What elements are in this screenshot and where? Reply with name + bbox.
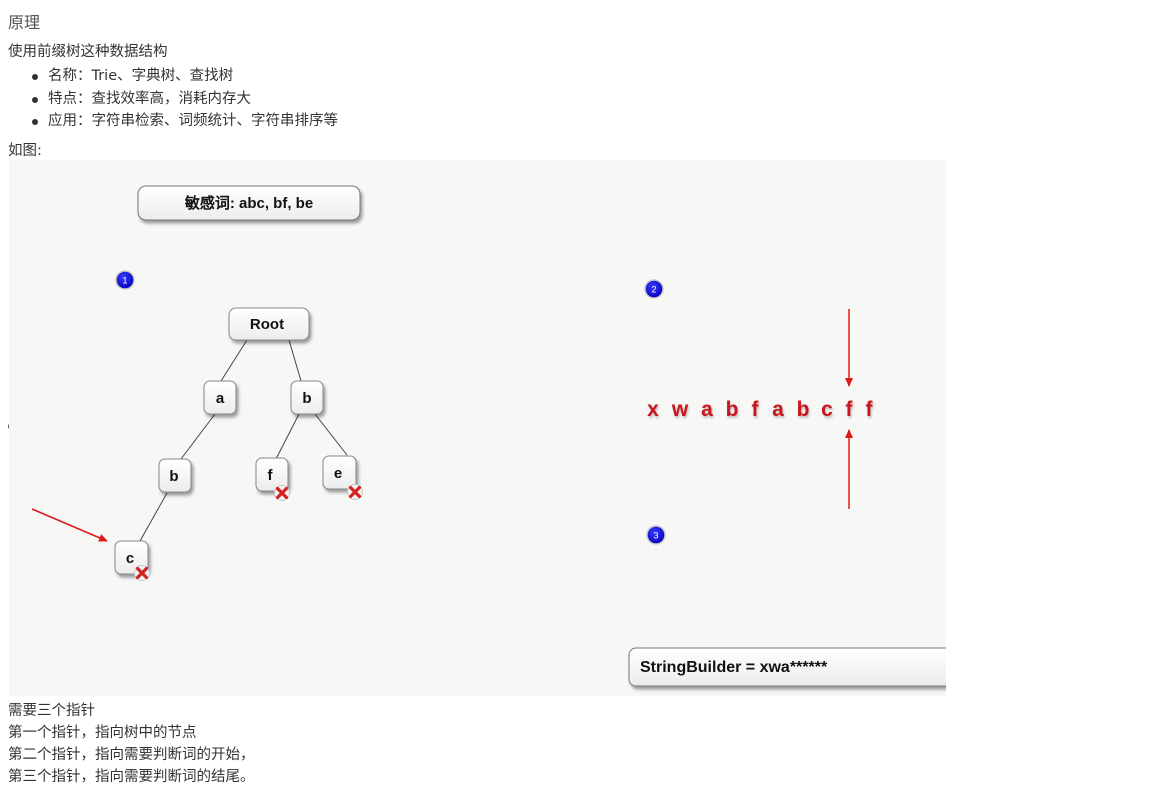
figure-background bbox=[9, 160, 946, 696]
end-mark-icon bbox=[132, 563, 152, 583]
marker-2-label: 2 bbox=[651, 285, 656, 295]
sequence-char: b bbox=[797, 398, 810, 421]
list-item: 名称：Trie、字典树、查找树 bbox=[8, 65, 338, 88]
marker-1: 1 bbox=[115, 270, 135, 290]
end-mark-icon bbox=[272, 483, 292, 503]
marker-2: 2 bbox=[644, 279, 664, 299]
node-a-label: a bbox=[216, 390, 225, 407]
note-line: 第一个指针，指向树中的节点 bbox=[8, 725, 197, 741]
note-line: 第二个指针，指向需要判断词的开始， bbox=[8, 747, 255, 763]
node-b-level1: b bbox=[290, 380, 324, 415]
end-mark-icon bbox=[345, 482, 365, 502]
intro-text: 使用前缀树这种数据结构 bbox=[8, 44, 168, 60]
sequence-char: b bbox=[726, 398, 739, 421]
list-item: 特点：查找效率高，消耗内存大 bbox=[8, 88, 338, 111]
stringbuilder-label: StringBuilder = xwa****** bbox=[640, 659, 828, 676]
sequence-char: f bbox=[866, 398, 874, 421]
node-b-level2: b bbox=[158, 458, 192, 493]
node-b-label: b bbox=[302, 390, 311, 407]
figure-caption: 如图: bbox=[8, 143, 42, 159]
input-sequence: x w a b f a b c f f bbox=[647, 398, 873, 421]
trie-figure: 敏感词: abc, bf, be Root a b b f e c bbox=[9, 160, 970, 696]
node-root-label: Root bbox=[250, 316, 284, 333]
sequence-char: c bbox=[821, 398, 833, 421]
tree-edges bbox=[139, 339, 348, 542]
node-f: f bbox=[255, 457, 292, 503]
node-e: e bbox=[322, 455, 365, 502]
bullet-list: 名称：Trie、字典树、查找树 特点：查找效率高，消耗内存大 应用：字符串检索、… bbox=[8, 65, 338, 133]
stringbuilder-box: StringBuilder = xwa****** bbox=[628, 647, 970, 687]
note-line: 需要三个指针 bbox=[8, 703, 95, 719]
marker-1-label: 1 bbox=[122, 276, 127, 286]
section-heading: 原理 bbox=[8, 13, 41, 32]
trie-diagram: 敏感词: abc, bf, be Root a b b f e c bbox=[9, 160, 970, 696]
node-b-label: b bbox=[169, 468, 178, 485]
pointer-arrow bbox=[31, 508, 108, 542]
list-item: 应用：字符串检索、词频统计、字符串排序等 bbox=[8, 110, 338, 133]
marker-3-label: 3 bbox=[653, 531, 658, 541]
sequence-char: f bbox=[846, 398, 854, 421]
node-c: c bbox=[114, 540, 152, 583]
sequence-char: a bbox=[772, 398, 784, 421]
sensitive-words-box: 敏感词: abc, bf, be bbox=[137, 185, 361, 221]
marker-3: 3 bbox=[646, 525, 666, 545]
note-line: 第三个指针，指向需要判断词的结尾。 bbox=[8, 769, 255, 785]
node-f-label: f bbox=[268, 467, 274, 484]
node-root: Root bbox=[228, 307, 310, 341]
sequence-char: a bbox=[701, 398, 713, 421]
sequence-char: f bbox=[752, 398, 760, 421]
node-a: a bbox=[203, 380, 237, 415]
sequence-char: w bbox=[671, 398, 689, 421]
node-c-label: c bbox=[126, 550, 134, 567]
sensitive-words-label: 敏感词: abc, bf, be bbox=[184, 194, 313, 212]
sequence-char: x bbox=[647, 398, 659, 421]
node-e-label: e bbox=[334, 465, 342, 482]
